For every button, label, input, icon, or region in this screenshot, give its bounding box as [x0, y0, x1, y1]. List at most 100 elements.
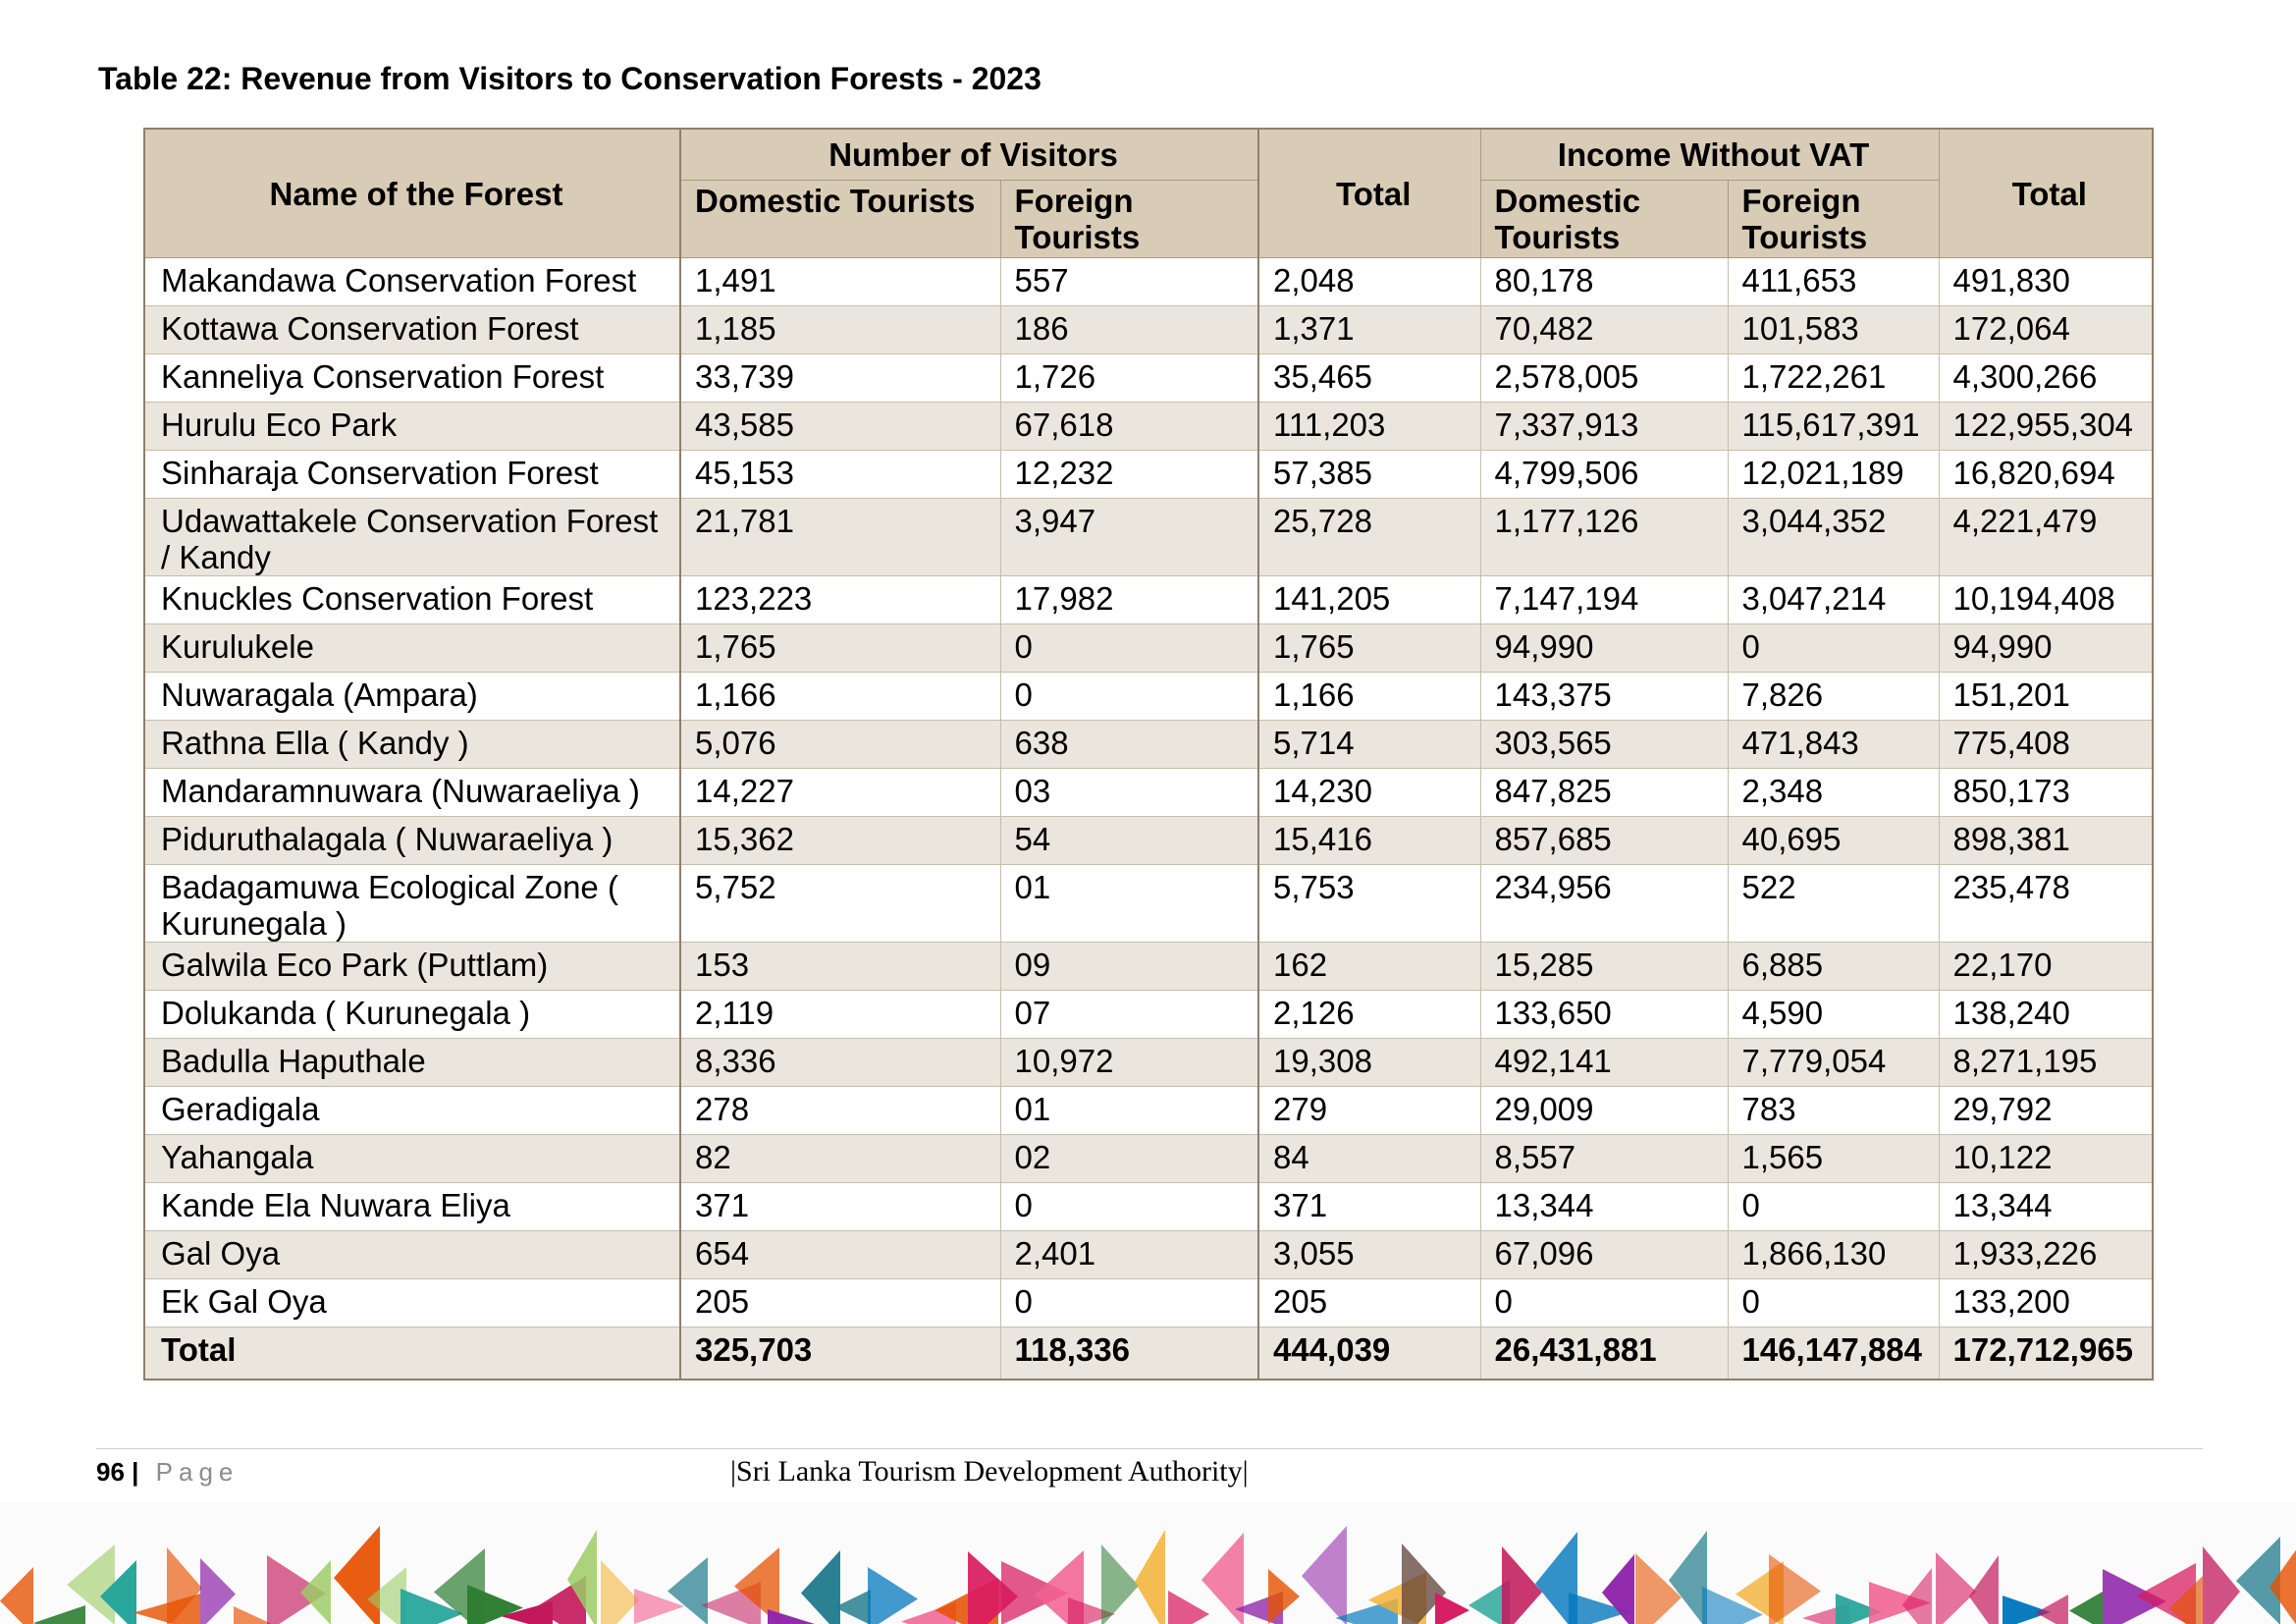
- table-row: Geradigala 278 01 279 29,009 783 29,792: [143, 1086, 2154, 1135]
- table-row: Dolukanda ( Kurunegala ) 2,119 07 2,126 133,…: [143, 990, 2154, 1039]
- cell-income-domestic: 133,650: [1479, 990, 1729, 1039]
- cell-visitors-foreign: 03: [999, 768, 1259, 817]
- cell-income-domestic: 857,685: [1479, 816, 1729, 865]
- organization-name: |Sri Lanka Tourism Development Authority…: [730, 1455, 1249, 1488]
- cell-visitors-foreign: 1,726: [999, 353, 1259, 403]
- cell-income-foreign: 0: [1727, 1278, 1940, 1327]
- header-visitors-group: Number of Visitors: [679, 128, 1259, 181]
- cell-income-domestic: 8,557: [1479, 1134, 1729, 1183]
- table-row: Badulla Haputhale 8,336 10,972 19,308 492,14…: [143, 1038, 2154, 1087]
- cell-visitors-total: 14,230: [1257, 768, 1481, 817]
- header-income-total: Total: [1938, 128, 2154, 258]
- cell-income-domestic: 80,178: [1479, 257, 1729, 306]
- cell-income-total: 22,170: [1938, 942, 2154, 991]
- cell-visitors-total: 1,166: [1257, 672, 1481, 721]
- cell-income-domestic: 13,344: [1479, 1182, 1729, 1231]
- cell-forest-name: Gal Oya: [143, 1230, 681, 1279]
- cell-visitors-foreign: 54: [999, 816, 1259, 865]
- cell-income-domestic: 70,482: [1479, 305, 1729, 354]
- cell-forest-name: Dolukanda ( Kurunegala ): [143, 990, 681, 1039]
- cell-income-total: 122,955,304: [1938, 402, 2154, 451]
- cell-income-foreign: 12,021,189: [1727, 450, 1940, 499]
- cell-visitors-domestic: 278: [679, 1086, 1001, 1135]
- table-row: Ek Gal Oya 205 0 205 0 0 133,200: [143, 1278, 2154, 1327]
- cell-visitors-foreign: 17,982: [999, 575, 1259, 624]
- header-income-foreign: Foreign Tourists: [1727, 180, 1940, 258]
- total-value: 118,336: [999, 1326, 1259, 1380]
- cell-forest-name: Mandaramnuwara (Nuwaraeliya ): [143, 768, 681, 817]
- table-row: Sinharaja Conservation Forest 45,153 12,23…: [143, 450, 2154, 499]
- cell-income-foreign: 0: [1727, 623, 1940, 673]
- cell-income-foreign: 1,866,130: [1727, 1230, 1940, 1279]
- cell-visitors-total: 5,714: [1257, 720, 1481, 769]
- decorative-banner: [0, 1502, 2296, 1624]
- cell-income-total: 138,240: [1938, 990, 2154, 1039]
- total-row: Total 325,703 118,336 444,039 26,431,881 146,…: [143, 1326, 2154, 1380]
- cell-income-domestic: 1,177,126: [1479, 498, 1729, 576]
- cell-visitors-domestic: 2,119: [679, 990, 1001, 1039]
- cell-income-domestic: 2,578,005: [1479, 353, 1729, 403]
- cell-income-total: 491,830: [1938, 257, 2154, 306]
- total-value: 26,431,881: [1479, 1326, 1729, 1380]
- cell-income-foreign: 1,565: [1727, 1134, 1940, 1183]
- cell-visitors-foreign: 2,401: [999, 1230, 1259, 1279]
- total-value: 325,703: [679, 1326, 1001, 1380]
- cell-visitors-domestic: 1,185: [679, 305, 1001, 354]
- cell-visitors-total: 205: [1257, 1278, 1481, 1327]
- cell-income-foreign: 0: [1727, 1182, 1940, 1231]
- cell-forest-name: Badulla Haputhale: [143, 1038, 681, 1087]
- cell-income-domestic: 15,285: [1479, 942, 1729, 991]
- header-name: Name of the Forest: [143, 128, 681, 258]
- cell-visitors-total: 2,126: [1257, 990, 1481, 1039]
- cell-visitors-total: 84: [1257, 1134, 1481, 1183]
- cell-visitors-foreign: 0: [999, 1278, 1259, 1327]
- page-number: 96: [96, 1457, 125, 1487]
- cell-forest-name: Kanneliya Conservation Forest: [143, 353, 681, 403]
- cell-visitors-domestic: 8,336: [679, 1038, 1001, 1087]
- cell-visitors-foreign: 557: [999, 257, 1259, 306]
- cell-forest-name: Sinharaja Conservation Forest: [143, 450, 681, 499]
- cell-forest-name: Makandawa Conservation Forest: [143, 257, 681, 306]
- cell-income-foreign: 1,722,261: [1727, 353, 1940, 403]
- cell-visitors-domestic: 5,076: [679, 720, 1001, 769]
- table-title: Table 22: Revenue from Visitors to Conse…: [98, 61, 1041, 96]
- cell-income-foreign: 7,779,054: [1727, 1038, 1940, 1087]
- cell-visitors-domestic: 43,585: [679, 402, 1001, 451]
- table-header: Name of the Forest Number of Visitors To…: [143, 128, 2154, 258]
- cell-income-domestic: 847,825: [1479, 768, 1729, 817]
- cell-income-foreign: 471,843: [1727, 720, 1940, 769]
- table-row: Mandaramnuwara (Nuwaraeliya ) 14,227 03 14,…: [143, 768, 2154, 817]
- page-word: Page: [155, 1457, 240, 1487]
- cell-income-foreign: 4,590: [1727, 990, 1940, 1039]
- cell-forest-name: Galwila Eco Park (Puttlam): [143, 942, 681, 991]
- cell-visitors-domestic: 15,362: [679, 816, 1001, 865]
- cell-visitors-domestic: 5,752: [679, 864, 1001, 943]
- cell-visitors-domestic: 45,153: [679, 450, 1001, 499]
- cell-visitors-total: 15,416: [1257, 816, 1481, 865]
- page-separator: |: [132, 1457, 139, 1487]
- cell-income-domestic: 7,337,913: [1479, 402, 1729, 451]
- cell-visitors-total: 279: [1257, 1086, 1481, 1135]
- table-row: Kurulukele 1,765 0 1,765 94,990 0 94,990: [143, 623, 2154, 673]
- cell-visitors-domestic: 21,781: [679, 498, 1001, 576]
- cell-income-total: 10,194,408: [1938, 575, 2154, 624]
- cell-visitors-total: 141,205: [1257, 575, 1481, 624]
- cell-income-total: 172,064: [1938, 305, 2154, 354]
- cell-visitors-foreign: 01: [999, 864, 1259, 943]
- table-row: Gal Oya 654 2,401 3,055 67,096 1,866,130 1,933…: [143, 1230, 2154, 1279]
- page-number-label: 96 | Page: [96, 1457, 239, 1488]
- cell-visitors-foreign: 67,618: [999, 402, 1259, 451]
- cell-income-domestic: 67,096: [1479, 1230, 1729, 1279]
- cell-visitors-domestic: 1,166: [679, 672, 1001, 721]
- cell-income-domestic: 94,990: [1479, 623, 1729, 673]
- cell-visitors-foreign: 07: [999, 990, 1259, 1039]
- cell-visitors-total: 5,753: [1257, 864, 1481, 943]
- revenue-table: Name of the Forest Number of Visitors To…: [143, 128, 2155, 1380]
- table-row: Kande Ela Nuwara Eliya 371 0 371 13,344 0 13,3…: [143, 1182, 2154, 1231]
- cell-visitors-foreign: 3,947: [999, 498, 1259, 576]
- table-row: Piduruthalagala ( Nuwaraeliya ) 15,362 54 1…: [143, 816, 2154, 865]
- total-value: 172,712,965: [1938, 1326, 2154, 1380]
- cell-forest-name: Hurulu Eco Park: [143, 402, 681, 451]
- cell-income-foreign: 411,653: [1727, 257, 1940, 306]
- table-row: Nuwaragala (Ampara) 1,166 0 1,166 143,375 7,8…: [143, 672, 2154, 721]
